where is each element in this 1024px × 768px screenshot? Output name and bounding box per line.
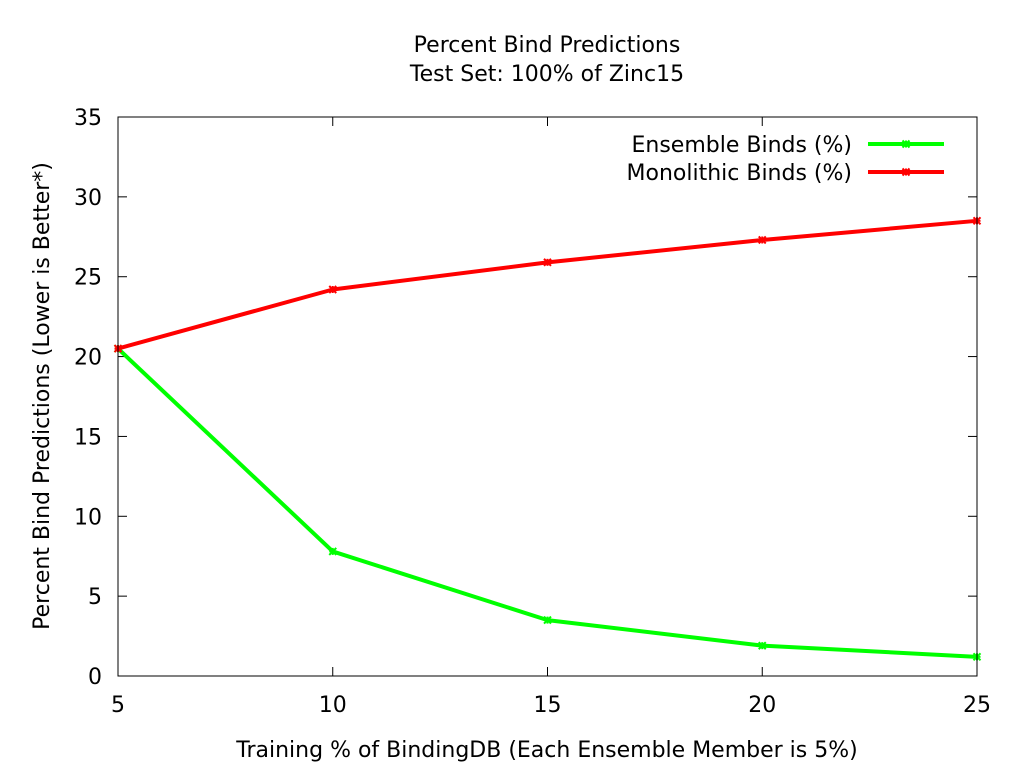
y-tick-label: 30 (74, 186, 102, 211)
data-point (758, 235, 767, 245)
legend-label: Ensemble Binds (%) (631, 133, 852, 158)
y-tick-label: 10 (74, 505, 102, 530)
y-tick-label: 15 (74, 425, 102, 450)
y-tick-labels: 0 5 10 15 20 25 30 35 (74, 106, 102, 690)
data-point (901, 139, 911, 149)
chart-subtitle: Test Set: 100% of Zinc15 (409, 62, 684, 87)
data-point (758, 641, 767, 650)
series-0 (113, 344, 982, 662)
series-1 (113, 216, 982, 353)
x-tick-label: 5 (111, 693, 125, 718)
legend-item: Monolithic Binds (%) (627, 161, 944, 186)
data-point (328, 285, 337, 294)
x-axis-label: Training % of BindingDB (Each Ensemble M… (235, 738, 857, 763)
legend-item: Ensemble Binds (%) (631, 133, 944, 158)
data-point (543, 615, 552, 625)
plot-frame (117, 116, 978, 677)
y-axis-label: Percent Bind Predictions (Lower is Bette… (30, 162, 55, 630)
data-point (901, 167, 911, 177)
legend: Ensemble Binds (%) Monolithic Binds (%) (627, 133, 944, 186)
data-point (328, 547, 337, 556)
series-line (117, 218, 978, 351)
x-tick-label: 25 (963, 693, 991, 718)
legend-label: Monolithic Binds (%) (627, 161, 852, 186)
series-line (116, 347, 978, 659)
series-group (113, 216, 982, 662)
x-tick-labels: 5 10 15 20 25 (111, 693, 991, 718)
y-tick-label: 35 (74, 106, 102, 131)
chart-title: Percent Bind Predictions (414, 33, 681, 58)
y-tick-label: 25 (74, 266, 102, 291)
x-tick-label: 10 (319, 693, 347, 718)
x-tick-label: 20 (748, 693, 776, 718)
axis-ticks-group (117, 116, 978, 677)
data-point (543, 258, 552, 267)
y-tick-label: 5 (88, 585, 102, 610)
x-tick-label: 15 (534, 693, 562, 718)
y-tick-label: 0 (88, 665, 102, 690)
y-tick-label: 20 (74, 346, 102, 371)
